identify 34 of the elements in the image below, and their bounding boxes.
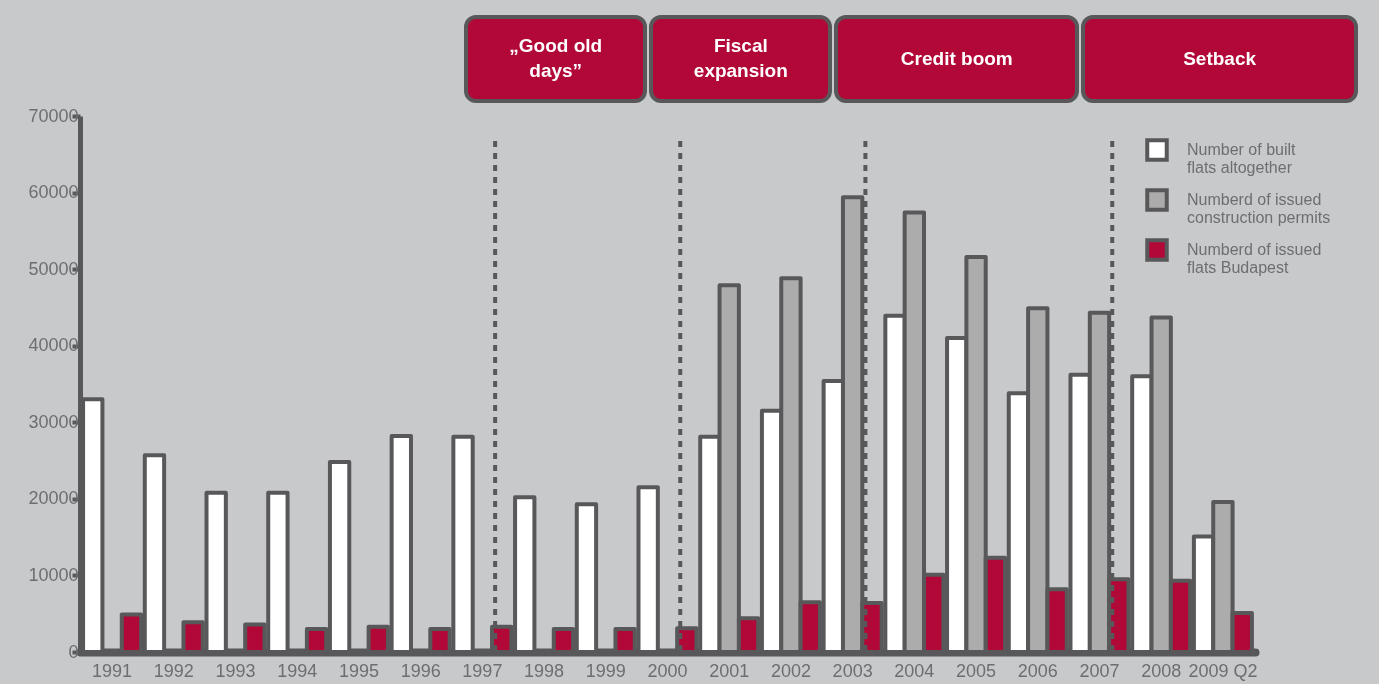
y-tick-label: 0 (68, 641, 79, 662)
x-tick-label: 1991 (92, 660, 133, 681)
x-tick-label: 2001 (709, 660, 750, 681)
y-tick-label: 50000 (28, 258, 79, 279)
legend-label: Numberd of issued construction permits (1187, 191, 1331, 226)
x-tick-label: 1992 (153, 660, 194, 681)
legend-label: Number of built flats altogether (1187, 141, 1297, 176)
x-tick-label: 2008 (1141, 660, 1182, 681)
x-tick-label: 2009 Q2 (1188, 660, 1258, 681)
x-tick-label: 1997 (462, 660, 503, 681)
x-tick-label: 1993 (215, 660, 256, 681)
y-tick-label: 30000 (28, 411, 79, 432)
legend-label: Numberd of issued flats Budapest (1187, 241, 1322, 276)
x-tick-label: 1998 (524, 660, 565, 681)
y-tick-label: 40000 (28, 335, 79, 356)
heading-box: Setback (1081, 15, 1358, 103)
x-tick-label: 2002 (770, 660, 811, 681)
heading-box: „Good old days” (464, 15, 648, 103)
x-tick-label: 2000 (647, 660, 688, 681)
x-tick-label: 1999 (585, 660, 626, 681)
x-tick-label: 2006 (1017, 660, 1058, 681)
y-tick-label: 10000 (28, 564, 79, 585)
x-tick-label: 1995 (338, 660, 379, 681)
x-tick-label: 1996 (400, 660, 441, 681)
y-tick-label: 60000 (28, 182, 79, 203)
y-tick-label: 20000 (28, 488, 79, 509)
y-tick-label: 70000 (28, 105, 79, 126)
x-tick-label: 2007 (1079, 660, 1120, 681)
x-tick-label: 2004 (894, 660, 935, 681)
x-tick-label: 2005 (956, 660, 997, 681)
x-tick-label: 2003 (832, 660, 873, 681)
heading-box: Credit boom (834, 15, 1080, 103)
x-tick-label: 1994 (277, 660, 318, 681)
heading-box: Fiscal expansion (649, 15, 833, 103)
